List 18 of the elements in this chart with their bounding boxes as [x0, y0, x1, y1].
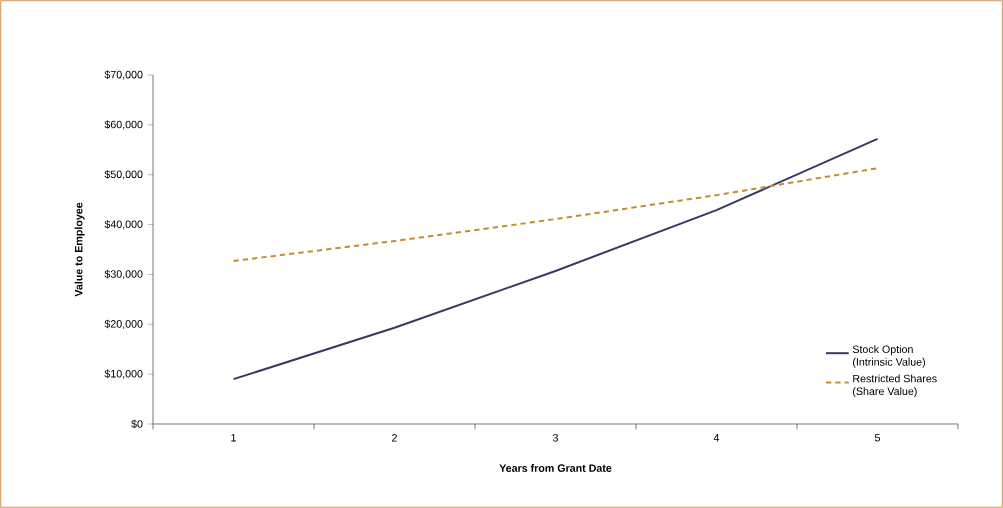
x-tick-label: 4: [713, 434, 720, 442]
legend-label: Restricted Shares (Share Value): [853, 374, 937, 398]
y-tick-label: $50,000: [104, 170, 143, 180]
y-tick-label: $20,000: [104, 319, 143, 329]
x-tick-label: 2: [392, 434, 397, 442]
y-tick-label: $0: [131, 419, 143, 429]
y-tick-label: $60,000: [104, 120, 143, 130]
y-tick-label: $30,000: [104, 269, 143, 280]
x-axis-title: Years from Grant Date: [499, 464, 612, 472]
y-tick-label: $40,000: [104, 219, 143, 230]
y-tick-label: $10,000: [104, 369, 143, 379]
line-series: [232, 167, 879, 262]
x-tick-label: 1: [231, 434, 236, 442]
y-axis-title: Value to Employee: [74, 202, 85, 297]
legend-label: Stock Option (Intrinsic Value): [852, 345, 925, 368]
y-tick-label: $70,000: [104, 70, 143, 80]
x-tick-label: 5: [874, 434, 881, 442]
x-tick-label: 3: [552, 434, 558, 442]
